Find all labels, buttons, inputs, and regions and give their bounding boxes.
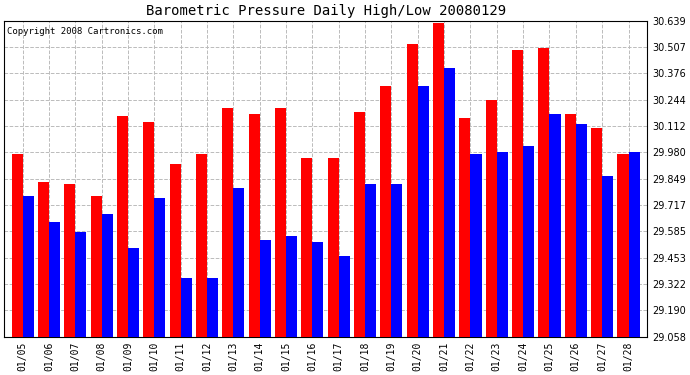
- Bar: [444, 69, 455, 337]
- Bar: [222, 108, 233, 337]
- Bar: [365, 184, 376, 337]
- Bar: [128, 248, 139, 337]
- Bar: [433, 22, 444, 337]
- Bar: [233, 188, 244, 337]
- Bar: [12, 154, 23, 337]
- Bar: [64, 184, 75, 337]
- Bar: [549, 114, 560, 337]
- Bar: [523, 146, 534, 337]
- Bar: [618, 154, 629, 337]
- Bar: [313, 242, 324, 337]
- Bar: [170, 164, 181, 337]
- Bar: [486, 100, 497, 337]
- Bar: [512, 51, 523, 337]
- Bar: [380, 87, 391, 337]
- Bar: [302, 158, 313, 337]
- Bar: [576, 124, 587, 337]
- Bar: [286, 236, 297, 337]
- Bar: [101, 214, 112, 337]
- Bar: [391, 184, 402, 337]
- Bar: [155, 198, 166, 337]
- Bar: [460, 118, 471, 337]
- Bar: [406, 45, 417, 337]
- Bar: [565, 114, 576, 337]
- Bar: [196, 154, 207, 337]
- Bar: [207, 278, 218, 337]
- Bar: [248, 114, 259, 337]
- Bar: [23, 196, 34, 337]
- Bar: [259, 240, 270, 337]
- Bar: [117, 116, 128, 337]
- Bar: [181, 278, 192, 337]
- Bar: [49, 222, 60, 337]
- Bar: [90, 196, 101, 337]
- Bar: [328, 158, 339, 337]
- Bar: [144, 122, 155, 337]
- Bar: [497, 152, 508, 337]
- Bar: [275, 108, 286, 337]
- Bar: [75, 232, 86, 337]
- Bar: [538, 48, 549, 337]
- Bar: [417, 87, 429, 337]
- Bar: [339, 256, 350, 337]
- Bar: [629, 152, 640, 337]
- Bar: [591, 128, 602, 337]
- Bar: [38, 182, 49, 337]
- Bar: [354, 112, 365, 337]
- Title: Barometric Pressure Daily High/Low 20080129: Barometric Pressure Daily High/Low 20080…: [146, 4, 506, 18]
- Bar: [471, 154, 482, 337]
- Text: Copyright 2008 Cartronics.com: Copyright 2008 Cartronics.com: [8, 27, 164, 36]
- Bar: [602, 176, 613, 337]
